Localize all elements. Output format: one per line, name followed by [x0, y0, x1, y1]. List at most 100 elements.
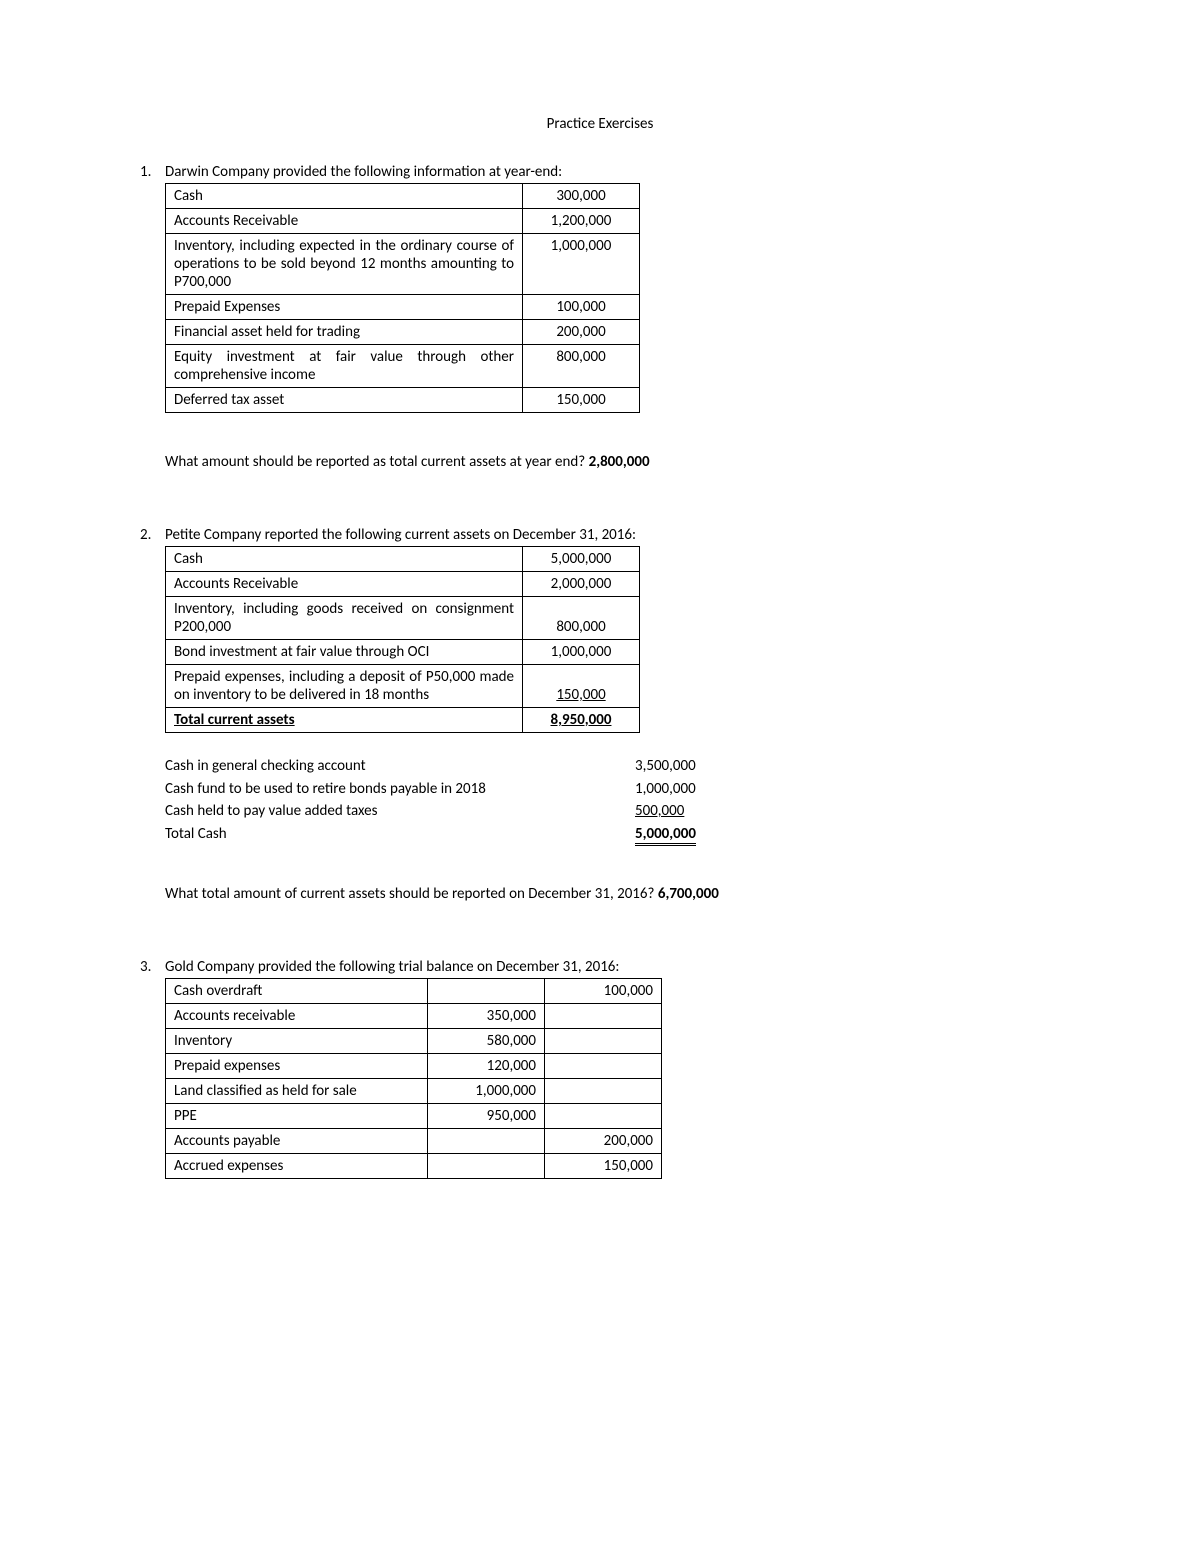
- cell-value: 200,000: [523, 320, 640, 345]
- cell-value: 2,000,000: [523, 572, 640, 597]
- cell-label: Deferred tax asset: [166, 388, 523, 413]
- table-row: Accounts receivable 350,000: [166, 1004, 662, 1029]
- question-text: What amount should be reported as total …: [165, 453, 589, 471]
- cell-debit: [428, 1154, 545, 1179]
- cell-credit: [545, 1029, 662, 1054]
- exercise-3-number: 3.: [140, 958, 165, 976]
- exercise-3-header: 3. Gold Company provided the following t…: [140, 958, 1060, 976]
- table-row: Accrued expenses 150,000: [166, 1154, 662, 1179]
- table-row: Accounts Receivable 2,000,000: [166, 572, 640, 597]
- page-title: Practice Exercises: [140, 115, 1060, 133]
- cell-label: Cash: [166, 184, 523, 209]
- cell-debit: [428, 979, 545, 1004]
- practice-exercises-page: Practice Exercises 1. Darwin Company pro…: [0, 0, 1200, 1553]
- cash-row: Cash held to pay value added taxes 500,0…: [165, 800, 725, 823]
- table-row: PPE 950,000: [166, 1104, 662, 1129]
- exercise-3-table: Cash overdraft 100,000 Accounts receivab…: [165, 978, 662, 1179]
- exercise-1-number: 1.: [140, 163, 165, 181]
- cell-debit: 950,000: [428, 1104, 545, 1129]
- cell-label: Equity investment at fair value through …: [166, 345, 523, 388]
- cell-value: 150,000: [523, 665, 640, 708]
- cell-label: Accounts Receivable: [166, 572, 523, 597]
- exercise-3: 3. Gold Company provided the following t…: [140, 958, 1060, 1179]
- cell-label: Accounts Receivable: [166, 209, 523, 234]
- cell-label: Land classified as held for sale: [166, 1079, 428, 1104]
- cash-label: Cash in general checking account: [165, 755, 635, 778]
- table-row: Equity investment at fair value through …: [166, 345, 640, 388]
- exercise-1-question: What amount should be reported as total …: [165, 453, 1060, 471]
- exercise-2-cash-breakdown: Cash in general checking account 3,500,0…: [165, 755, 725, 845]
- cell-label: Inventory: [166, 1029, 428, 1054]
- cell-label: Cash overdraft: [166, 979, 428, 1004]
- cell-debit: 1,000,000: [428, 1079, 545, 1104]
- cell-value: 150,000: [523, 388, 640, 413]
- table-row: Inventory 580,000: [166, 1029, 662, 1054]
- table-row: Bond investment at fair value through OC…: [166, 640, 640, 665]
- cell-value: 1,200,000: [523, 209, 640, 234]
- cash-value: 500,000: [635, 800, 725, 823]
- cell-label: Bond investment at fair value through OC…: [166, 640, 523, 665]
- exercise-2-header: 2. Petite Company reported the following…: [140, 526, 1060, 544]
- question-answer: 2,800,000: [589, 453, 650, 471]
- cash-value: 1,000,000: [635, 778, 725, 801]
- exercise-2-question: What total amount of current assets shou…: [165, 885, 1060, 903]
- cell-label: Prepaid Expenses: [166, 295, 523, 320]
- cash-value: 3,500,000: [635, 755, 725, 778]
- cell-credit: [545, 1054, 662, 1079]
- cell-value: 100,000: [523, 295, 640, 320]
- cash-row: Cash in general checking account 3,500,0…: [165, 755, 725, 778]
- cell-label: Accrued expenses: [166, 1154, 428, 1179]
- cash-label: Total Cash: [165, 823, 635, 846]
- exercise-3-prompt: Gold Company provided the following tria…: [165, 958, 1060, 976]
- cell-credit: 150,000: [545, 1154, 662, 1179]
- cell-value: 1,000,000: [523, 234, 640, 295]
- table-row: Land classified as held for sale 1,000,0…: [166, 1079, 662, 1104]
- cell-label: Total current assets: [166, 708, 523, 733]
- cell-label: Inventory, including goods received on c…: [166, 597, 523, 640]
- cell-debit: 580,000: [428, 1029, 545, 1054]
- table-row: Inventory, including expected in the ord…: [166, 234, 640, 295]
- table-row: Prepaid expenses, including a deposit of…: [166, 665, 640, 708]
- table-row: Prepaid Expenses 100,000: [166, 295, 640, 320]
- cell-label: Accounts receivable: [166, 1004, 428, 1029]
- cash-value: 5,000,000: [635, 823, 725, 846]
- cell-value: 1,000,000: [523, 640, 640, 665]
- cell-debit: [428, 1129, 545, 1154]
- exercise-1-table: Cash 300,000 Accounts Receivable 1,200,0…: [165, 183, 640, 413]
- exercise-2-number: 2.: [140, 526, 165, 544]
- table-row: Cash 300,000: [166, 184, 640, 209]
- table-row: Deferred tax asset 150,000: [166, 388, 640, 413]
- cell-debit: 350,000: [428, 1004, 545, 1029]
- exercise-1: 1. Darwin Company provided the following…: [140, 163, 1060, 471]
- table-row: Cash 5,000,000: [166, 547, 640, 572]
- table-row: Accounts Receivable 1,200,000: [166, 209, 640, 234]
- cash-row: Cash fund to be used to retire bonds pay…: [165, 778, 725, 801]
- table-row: Total current assets 8,950,000: [166, 708, 640, 733]
- table-row: Cash overdraft 100,000: [166, 979, 662, 1004]
- table-row: Inventory, including goods received on c…: [166, 597, 640, 640]
- exercise-2-prompt: Petite Company reported the following cu…: [165, 526, 1060, 544]
- exercise-2: 2. Petite Company reported the following…: [140, 526, 1060, 903]
- cell-label: Accounts payable: [166, 1129, 428, 1154]
- cash-row: Total Cash 5,000,000: [165, 823, 725, 846]
- table-row: Prepaid expenses 120,000: [166, 1054, 662, 1079]
- cell-label: Prepaid expenses, including a deposit of…: [166, 665, 523, 708]
- cell-value: 5,000,000: [523, 547, 640, 572]
- question-answer: 6,700,000: [658, 885, 719, 903]
- cell-value: 300,000: [523, 184, 640, 209]
- exercise-1-header: 1. Darwin Company provided the following…: [140, 163, 1060, 181]
- cell-label: Inventory, including expected in the ord…: [166, 234, 523, 295]
- cell-value: 800,000: [523, 597, 640, 640]
- cell-value: 8,950,000: [523, 708, 640, 733]
- cell-credit: 200,000: [545, 1129, 662, 1154]
- cell-label: Cash: [166, 547, 523, 572]
- table-row: Accounts payable 200,000: [166, 1129, 662, 1154]
- cell-label: Financial asset held for trading: [166, 320, 523, 345]
- table-row: Financial asset held for trading 200,000: [166, 320, 640, 345]
- cell-value: 800,000: [523, 345, 640, 388]
- cell-label: PPE: [166, 1104, 428, 1129]
- cell-credit: [545, 1104, 662, 1129]
- exercise-2-table: Cash 5,000,000 Accounts Receivable 2,000…: [165, 546, 640, 733]
- cell-credit: [545, 1079, 662, 1104]
- exercise-1-prompt: Darwin Company provided the following in…: [165, 163, 1060, 181]
